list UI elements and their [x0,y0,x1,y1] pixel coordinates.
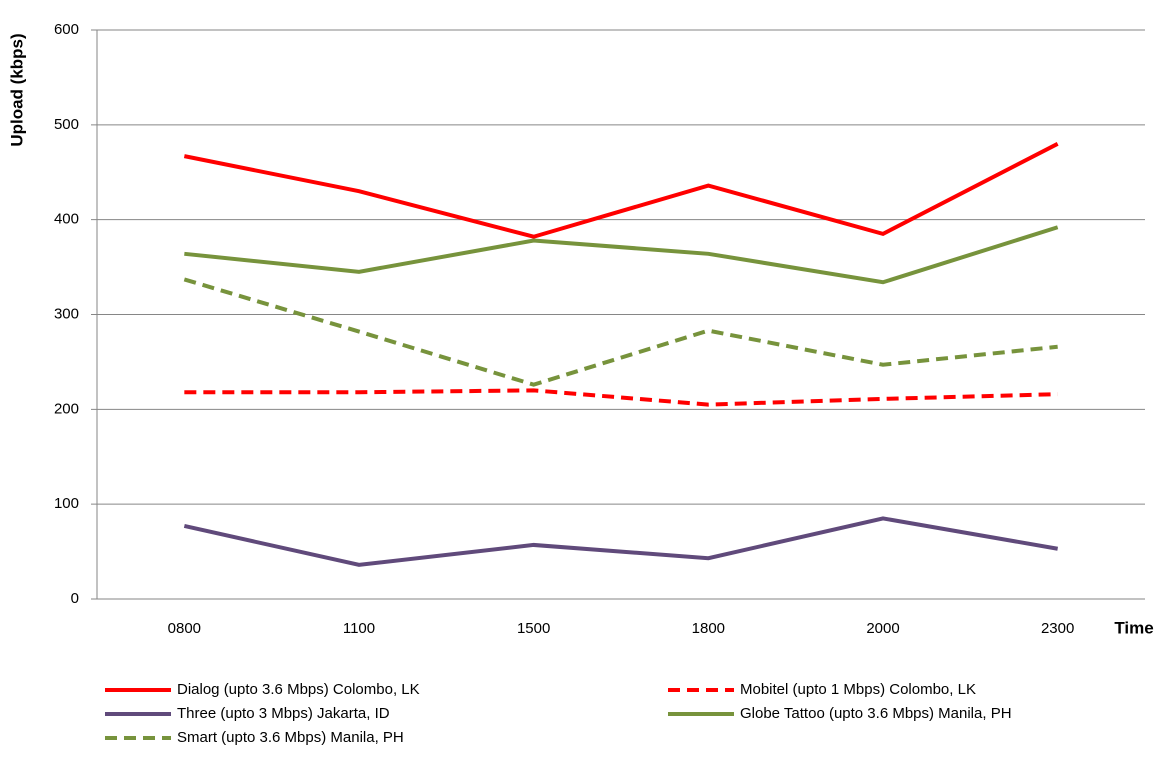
series-line [183,516,1059,567]
x-axis-title: Time [1114,618,1153,637]
series-line [183,277,1058,387]
y-tick-label: 500 [54,116,79,133]
y-tick-label: 100 [54,495,79,512]
x-tick-label: 2300 [1041,620,1074,637]
series-line [183,142,1059,239]
y-tick-label: 400 [54,211,79,228]
legend-label: Dialog (upto 3.6 Mbps) Colombo, LK [177,681,420,698]
legend-label: Smart (upto 3.6 Mbps) Manila, PH [177,729,404,746]
legend-label: Globe Tattoo (upto 3.6 Mbps) Manila, PH [740,705,1012,722]
series-line [184,388,1058,407]
legend-label: Mobitel (upto 1 Mbps) Colombo, LK [740,681,976,698]
y-axis-title: Upload (kbps) [7,33,26,146]
y-tick-label: 0 [71,590,79,607]
x-tick-label: 2000 [866,620,899,637]
y-tick-label: 300 [54,305,79,322]
series-line [184,225,1059,285]
y-tick-label: 600 [54,21,79,38]
x-tick-label: 0800 [168,620,201,637]
legend-label: Three (upto 3 Mbps) Jakarta, ID [177,705,390,722]
x-tick-label: 1100 [343,620,375,637]
x-tick-label: 1800 [692,620,725,637]
x-tick-label: 1500 [517,620,550,637]
y-tick-label: 200 [54,400,79,417]
